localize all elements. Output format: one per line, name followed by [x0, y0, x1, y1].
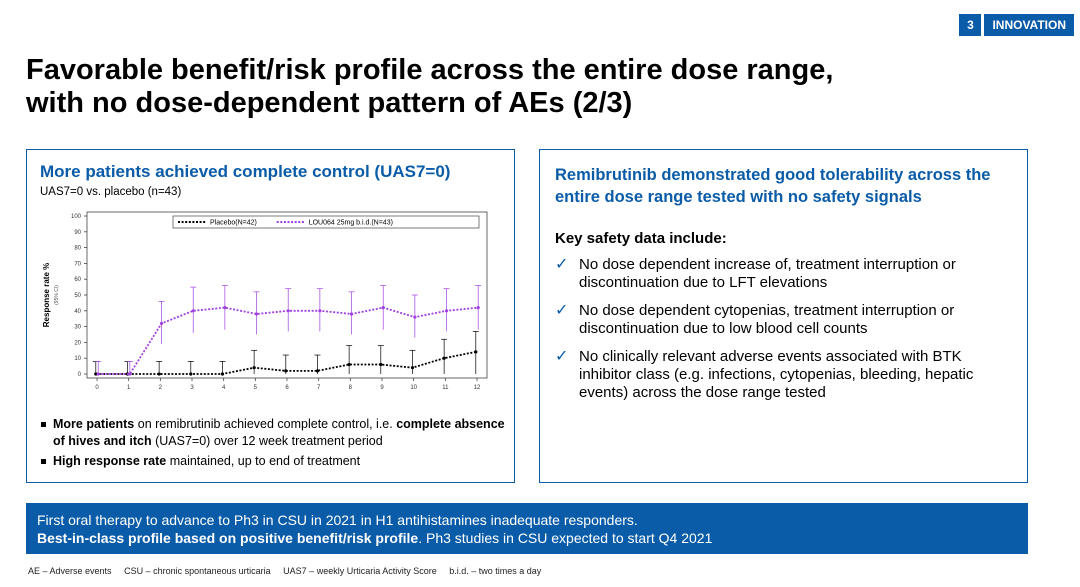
data-point: [191, 309, 195, 313]
data-point: [189, 372, 193, 376]
data-point: [157, 372, 161, 376]
x-tick-label: 8: [349, 385, 353, 391]
data-point: [94, 372, 98, 376]
safety-item-3: ✓ No clinically relevant adverse events …: [555, 348, 1015, 402]
key-safety-title: Key safety data include:: [555, 230, 727, 247]
x-tick-label: 2: [159, 385, 163, 391]
safety-check-list: ✓ No dose dependent increase of, treatme…: [555, 256, 1015, 412]
y-axis-sublabel: (95% CI): [54, 285, 60, 305]
data-point: [349, 312, 354, 316]
summary-line-2: Best-in-class profile based on positive …: [37, 529, 1017, 547]
summary-line-2-bold: Best-in-class profile based on positive …: [37, 530, 419, 546]
data-point: [410, 366, 415, 370]
check-icon: ✓: [555, 302, 569, 319]
safety-item-1: ✓ No dose dependent increase of, treatme…: [555, 256, 1015, 292]
data-point: [476, 306, 480, 310]
data-point: [444, 309, 449, 313]
summary-banner: First oral therapy to advance to Ph3 in …: [26, 503, 1028, 554]
bullet-1-text-a: on remibrutinib achieved complete contro…: [134, 417, 397, 431]
x-tick-label: 4: [222, 385, 226, 391]
footnote-bid: b.i.d. – two times a day: [449, 566, 542, 576]
y-axis-label: Response rate %: [42, 263, 51, 327]
data-point: [252, 366, 256, 370]
data-point: [159, 321, 164, 326]
y-tick-label: 60: [74, 277, 81, 283]
page-title-line-1: Favorable benefit/risk profile across th…: [26, 54, 834, 86]
footnote-ae: AE – Adverse events: [28, 566, 112, 576]
data-point: [318, 309, 322, 313]
x-tick-label: 3: [190, 385, 194, 391]
y-tick-label: 40: [74, 309, 81, 315]
page-title-line-2: with no dose-dependent pattern of AEs (2…: [26, 87, 633, 119]
tolerability-heading: Remibrutinib demonstrated good tolerabil…: [555, 166, 991, 206]
footnote-csu: CSU – chronic spontaneous urticaria: [124, 566, 271, 576]
legend-label: Placebo(N=42): [210, 220, 257, 227]
data-point: [315, 369, 320, 373]
left-bullet-2: High response rate maintained, up to end…: [40, 453, 510, 470]
x-tick-label: 0: [95, 385, 99, 391]
y-tick-label: 80: [74, 246, 81, 252]
section-label: INNOVATION: [984, 14, 1074, 36]
section-number: 3: [959, 14, 982, 36]
x-tick-label: 9: [380, 385, 384, 391]
left-bullet-1: More patients on remibrutinib achieved c…: [40, 416, 510, 450]
safety-item-2: ✓ No dose dependent cytopenias, treatmen…: [555, 302, 1015, 338]
chart-subheading: UAS7=0 vs. placebo (n=43): [40, 186, 182, 198]
y-tick-label: 30: [74, 325, 81, 331]
summary-line-1: First oral therapy to advance to Ph3 in …: [37, 512, 638, 528]
x-tick-label: 1: [127, 385, 131, 391]
x-tick-label: 6: [285, 385, 289, 391]
data-point: [442, 356, 446, 360]
data-point: [379, 362, 383, 367]
plot-area-frame: [86, 211, 488, 379]
legend-box: [172, 215, 480, 229]
data-point: [220, 372, 225, 376]
bullet-1-text-b: (UAS7=0) over 12 week treatment period: [151, 434, 383, 448]
bullet-2-bold: High response rate: [53, 454, 167, 468]
x-tick-label: 10: [410, 385, 417, 391]
data-point: [474, 350, 478, 354]
complete-control-heading: More patients achieved complete control …: [40, 162, 451, 181]
data-point: [284, 369, 288, 373]
check-icon: ✓: [555, 256, 569, 273]
y-tick-label: 70: [74, 261, 81, 267]
page-title: Favorable benefit/risk profile across th…: [26, 54, 1026, 120]
x-tick-label: 5: [254, 385, 258, 391]
y-tick-label: 100: [71, 214, 82, 220]
data-point: [128, 372, 132, 376]
y-tick-label: 50: [74, 293, 81, 299]
data-point: [254, 312, 259, 316]
tolerability-panel: Remibrutinib demonstrated good tolerabil…: [539, 149, 1028, 483]
data-point: [413, 315, 417, 319]
bullet-2-text: maintained, up to end of treatment: [166, 454, 361, 468]
left-bullet-list: More patients on remibrutinib achieved c…: [40, 416, 510, 473]
check-icon: ✓: [555, 348, 569, 365]
footnote-uas7: UAS7 – weekly Urticaria Activity Score: [283, 566, 437, 576]
y-tick-label: 20: [74, 340, 81, 346]
y-tick-label: 0: [78, 372, 82, 378]
x-tick-label: 12: [474, 385, 481, 391]
safety-item-text: No clinically relevant adverse events as…: [579, 348, 974, 401]
bullet-1-bold-b: complete absence of hives and itch: [53, 417, 505, 448]
complete-control-panel: More patients achieved complete control …: [26, 149, 515, 483]
x-tick-label: 7: [317, 385, 321, 391]
data-point: [347, 362, 351, 367]
footnotes: AE – Adverse events CSU – chronic sponta…: [28, 566, 551, 576]
safety-item-text: No dose dependent cytopenias, treatment …: [579, 302, 955, 337]
data-point: [286, 309, 290, 313]
legend-label: LOU064 25mg b.i.d.(N=43): [309, 220, 393, 227]
data-point: [96, 372, 100, 376]
x-tick-label: 11: [442, 385, 449, 391]
section-badge: 3 INNOVATION: [959, 14, 1074, 36]
data-point: [381, 306, 385, 310]
safety-item-text: No dose dependent increase of, treatment…: [579, 256, 956, 291]
data-point: [223, 306, 227, 310]
bullet-1-bold-a: More patients: [53, 417, 135, 431]
y-tick-label: 10: [74, 356, 81, 362]
summary-line-2-rest: . Ph3 studies in CSU expected to start Q…: [418, 530, 713, 546]
y-tick-label: 90: [74, 230, 81, 236]
